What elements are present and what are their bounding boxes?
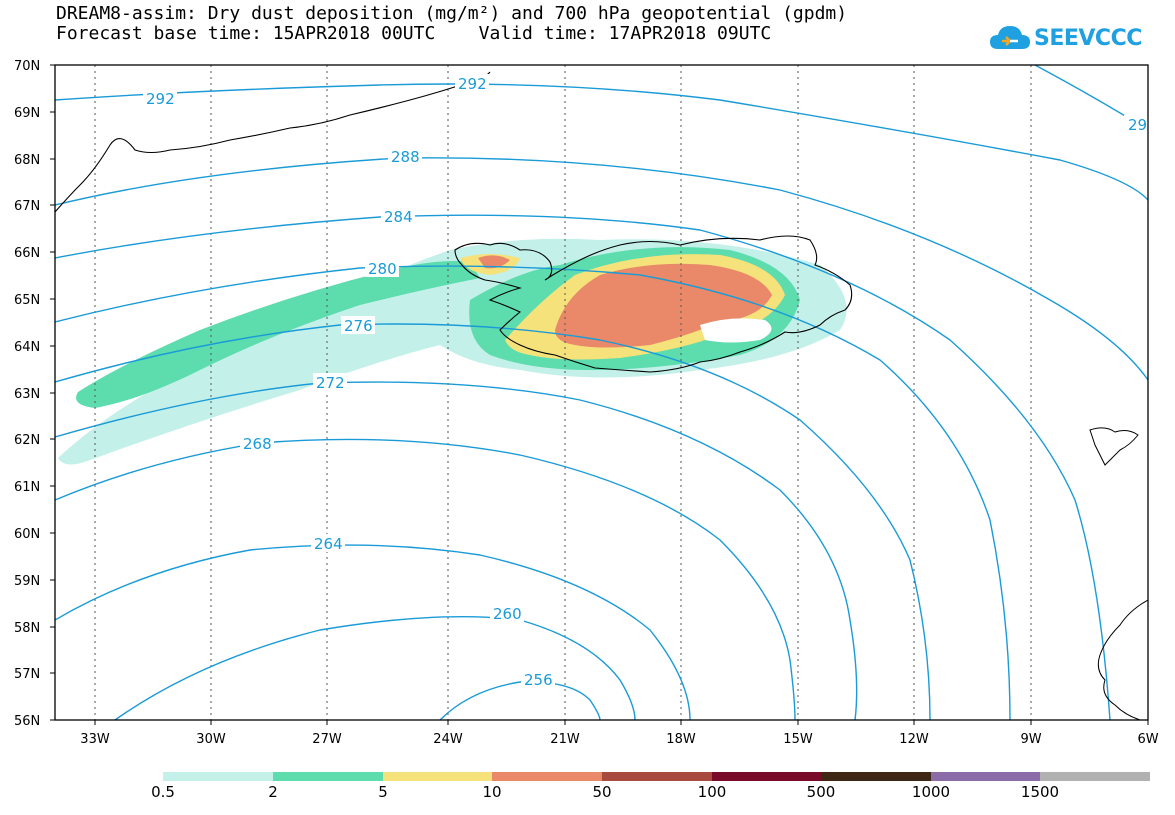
contour-label: 260 (493, 605, 522, 623)
legend-label: 0.5 (151, 783, 175, 801)
lon-label: 21W (550, 732, 580, 747)
coastline-iceland (454, 235, 853, 373)
legend-swatch (602, 772, 712, 781)
legend-label: 1500 (1020, 783, 1060, 801)
legend-label: 100 (697, 783, 727, 801)
lat-label: 56N (14, 714, 40, 729)
dust-orange (478, 255, 772, 348)
legend-swatch (163, 772, 273, 781)
latitude-labels: 70N 69N 68N 67N 66N 65N 64N 63N 62N 61N … (14, 59, 40, 729)
lat-label: 63N (14, 387, 40, 402)
contour-label: 268 (243, 435, 272, 453)
lon-label: 33W (80, 732, 110, 747)
seevccc-logo: SEEVCCC (990, 20, 1142, 56)
geopotential-contours (55, 65, 1148, 720)
contour-label: 264 (314, 535, 343, 553)
longitude-labels: 33W 30W 27W 24W 21W 18W 15W 12W 9W 6W (80, 732, 1158, 747)
legend-label: 10 (482, 783, 502, 801)
lon-label: 24W (433, 732, 463, 747)
legend-swatch (383, 772, 492, 781)
lat-label: 65N (14, 293, 40, 308)
lat-label: 68N (14, 153, 40, 168)
lon-label: 9W (1020, 732, 1041, 747)
lat-label: 66N (14, 246, 40, 261)
lat-label: 60N (14, 527, 40, 542)
cloud-icon (990, 26, 1030, 49)
lat-label: 64N (14, 340, 40, 355)
legend-swatch (821, 772, 931, 781)
lat-label: 58N (14, 621, 40, 636)
contour-label: 292 (458, 75, 487, 93)
legend-swatch (273, 772, 383, 781)
coastline-scotland (1097, 599, 1148, 720)
lon-label: 12W (899, 732, 929, 747)
lat-label: 67N (14, 199, 40, 214)
legend-swatch (492, 772, 602, 781)
legend-label: 500 (806, 783, 836, 801)
legend-label: 50 (592, 783, 612, 801)
lon-label: 15W (783, 732, 813, 747)
contour-label: 280 (368, 260, 397, 278)
lat-label: 57N (14, 667, 40, 682)
coastline-greenland (55, 71, 491, 213)
legend-label: 2 (268, 783, 278, 801)
lat-label: 61N (14, 480, 40, 495)
lon-label: 27W (312, 732, 342, 747)
legend-swatch (712, 772, 821, 781)
axis-ticks (50, 64, 1149, 725)
contour-label: 276 (344, 317, 373, 335)
lon-label: 6W (1137, 732, 1158, 747)
legend-swatch (1040, 772, 1150, 781)
lon-label: 30W (196, 732, 226, 747)
lat-label: 69N (14, 106, 40, 121)
contour-label: 272 (316, 374, 345, 392)
legend-swatch (931, 772, 1040, 781)
logo-text: SEEVCCC (1034, 25, 1142, 51)
contour-label: 256 (524, 671, 553, 689)
lat-label: 62N (14, 433, 40, 448)
contour-label: 284 (384, 208, 413, 226)
contour-label: 288 (391, 148, 420, 166)
contour-labels: 292 292 29 288 284 280 276 272 268 264 2… (143, 74, 1148, 689)
contour-label: 29 (1128, 116, 1147, 134)
lat-label: 59N (14, 574, 40, 589)
coastline-faroe (1089, 427, 1139, 466)
legend-label: 1000 (911, 783, 951, 801)
map-title: DREAM8-assim: Dry dust deposition (mg/m²… (56, 3, 848, 24)
map-subtitle-times: Forecast base time: 15APR2018 00UTC Vali… (56, 23, 772, 44)
lon-label: 18W (666, 732, 696, 747)
legend-label: 5 (378, 783, 388, 801)
lat-label: 70N (14, 59, 40, 74)
contour-label: 292 (146, 90, 175, 108)
dust-white-patch (700, 318, 772, 343)
